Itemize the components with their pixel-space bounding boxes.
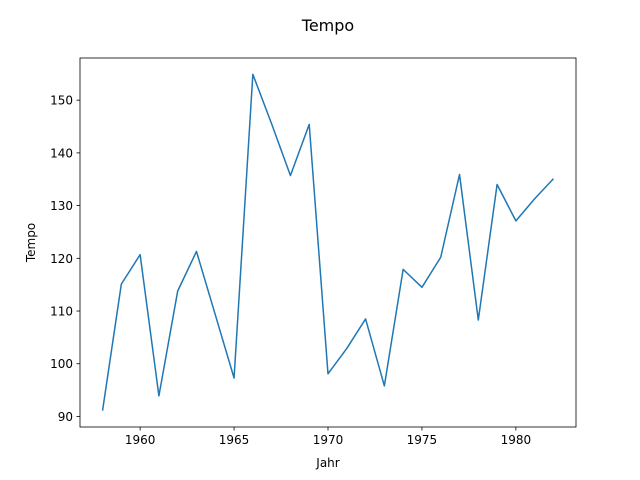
x-axis-ticks: 1960 1965 1970 1975 1980 xyxy=(125,427,531,447)
y-tick-label: 90 xyxy=(58,410,73,424)
x-tick-label: 1960 xyxy=(125,433,156,447)
x-tick-label: 1970 xyxy=(313,433,344,447)
y-tick-label: 140 xyxy=(50,146,73,160)
y-axis-label: Tempo xyxy=(24,223,38,263)
x-tick-label: 1965 xyxy=(219,433,250,447)
y-tick-label: 100 xyxy=(50,357,73,371)
y-tick-label: 130 xyxy=(50,199,73,213)
y-tick-label: 150 xyxy=(50,94,73,108)
chart-title: Tempo xyxy=(301,16,354,35)
series-line-tempo xyxy=(101,73,554,411)
y-tick-label: 110 xyxy=(50,305,73,319)
plot-area-frame xyxy=(79,57,577,428)
y-tick-label: 120 xyxy=(50,252,73,266)
x-axis-label: Jahr xyxy=(315,456,339,470)
x-tick-label: 1980 xyxy=(501,433,532,447)
x-tick-label: 1975 xyxy=(407,433,438,447)
y-axis-ticks: 90 100 110 120 130 140 150 xyxy=(50,94,80,424)
